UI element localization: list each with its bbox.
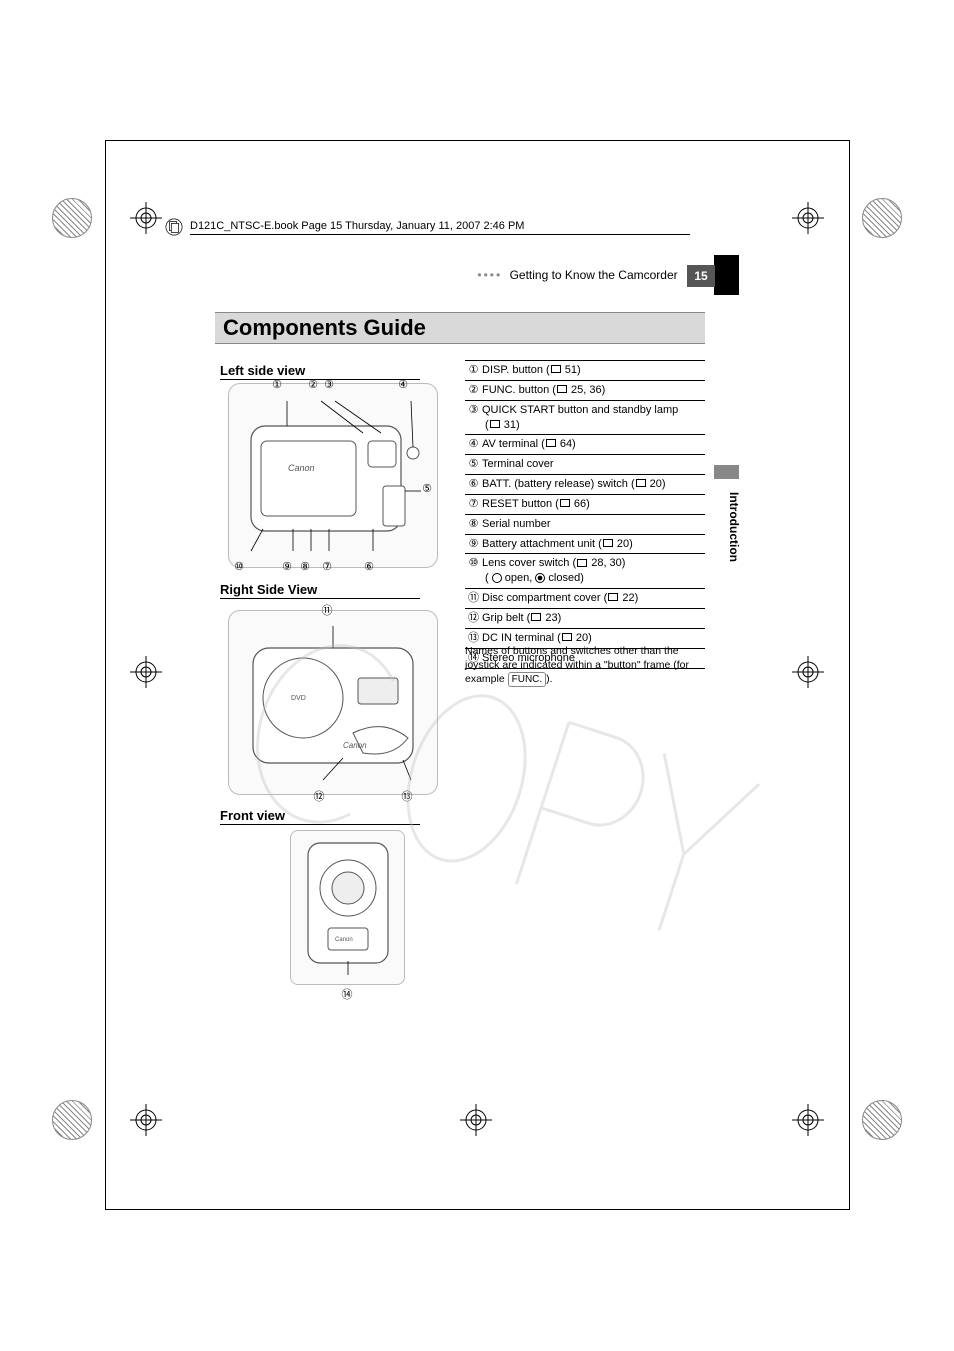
callout-3: ③ bbox=[322, 378, 336, 391]
breadcrumb-bar: •••• Getting to Know the Camcorder 15 bbox=[215, 265, 715, 287]
registration-mark-bot-left bbox=[130, 1104, 162, 1136]
registration-mark-bot-right bbox=[792, 1104, 824, 1136]
callout-10: ⑩ bbox=[232, 560, 246, 573]
registration-mark-mid-right bbox=[792, 656, 824, 688]
component-row-5: ⑤Terminal cover bbox=[465, 455, 705, 475]
svg-text:DVD: DVD bbox=[291, 695, 306, 702]
callout-4: ④ bbox=[396, 378, 410, 391]
page-ref-icon bbox=[531, 613, 541, 621]
component-row-2: ②FUNC. button ( 25, 36) bbox=[465, 381, 705, 401]
registration-hatch-top-left bbox=[52, 198, 92, 238]
svg-text:Canon: Canon bbox=[288, 463, 315, 473]
page-ref-icon bbox=[546, 439, 556, 447]
breadcrumb-text: Getting to Know the Camcorder bbox=[510, 268, 678, 282]
section-side-tab: Introduction bbox=[727, 492, 741, 562]
chapter-tab-grey bbox=[714, 465, 739, 479]
left-view-heading: Left side view bbox=[220, 363, 420, 380]
collate-icon bbox=[165, 218, 183, 236]
page-ref-icon bbox=[560, 499, 570, 507]
func-button-frame-example: FUNC. bbox=[508, 672, 547, 687]
callout-11: ⑪ bbox=[320, 602, 334, 618]
component-row-1: ①DISP. button ( 51) bbox=[465, 361, 705, 381]
component-row-3: ③QUICK START button and standby lamp( 31… bbox=[465, 401, 705, 436]
component-row-11: ⑪Disc compartment cover ( 22) bbox=[465, 589, 705, 609]
component-row-7: ⑦RESET button ( 66) bbox=[465, 495, 705, 515]
front-view-heading: Front view bbox=[220, 808, 420, 825]
component-row-12: ⑫Grip belt ( 23) bbox=[465, 609, 705, 629]
page-ref-icon bbox=[562, 633, 572, 641]
page-ref-icon bbox=[603, 539, 613, 547]
callout-5: ⑤ bbox=[420, 482, 434, 495]
page-ref-icon bbox=[557, 385, 567, 393]
registration-mark-mid-left bbox=[130, 656, 162, 688]
note-text: Names of buttons and switches other than… bbox=[465, 645, 705, 687]
callout-12: ⑫ bbox=[312, 788, 326, 804]
registration-hatch-top-right bbox=[862, 198, 902, 238]
component-row-6: ⑥BATT. (battery release) switch ( 20) bbox=[465, 475, 705, 495]
callout-13: ⑬ bbox=[400, 788, 414, 804]
registration-mark-mid-center bbox=[460, 1104, 492, 1136]
callout-8: ⑧ bbox=[298, 560, 312, 573]
breadcrumb-dots: •••• bbox=[477, 268, 502, 282]
chapter-tab-black bbox=[714, 255, 739, 295]
page-ref-icon bbox=[636, 479, 646, 487]
diagram-right-side: DVD Canon bbox=[228, 610, 438, 795]
component-row-9: ⑨Battery attachment unit ( 20) bbox=[465, 535, 705, 555]
right-view-heading: Right Side View bbox=[220, 582, 420, 599]
page-ref-icon bbox=[551, 365, 561, 373]
callout-1: ① bbox=[270, 378, 284, 391]
components-list: ①DISP. button ( 51) ②FUNC. button ( 25, … bbox=[465, 360, 705, 669]
registration-hatch-bot-left bbox=[52, 1100, 92, 1140]
component-row-10: ⑩Lens cover switch ( 28, 30)( open, clos… bbox=[465, 554, 705, 589]
registration-hatch-bot-right bbox=[862, 1100, 902, 1140]
page-ref-icon bbox=[490, 420, 500, 428]
diagram-front: Canon bbox=[290, 830, 405, 985]
callout-7: ⑦ bbox=[320, 560, 334, 573]
diagram-left-side: Canon bbox=[228, 383, 438, 568]
page-ref-icon bbox=[608, 593, 618, 601]
lens-closed-icon bbox=[535, 573, 545, 583]
page-number: 15 bbox=[687, 265, 715, 287]
svg-text:Canon: Canon bbox=[343, 741, 367, 750]
callout-14: ⑭ bbox=[340, 986, 354, 1002]
page-title: Components Guide bbox=[215, 312, 705, 344]
callout-2: ② bbox=[306, 378, 320, 391]
callout-9: ⑨ bbox=[280, 560, 294, 573]
registration-mark-top-right bbox=[792, 202, 824, 234]
page-ref-icon bbox=[577, 559, 587, 567]
lens-open-icon bbox=[492, 573, 502, 583]
registration-mark-top-left bbox=[130, 202, 162, 234]
component-row-8: ⑧Serial number bbox=[465, 515, 705, 535]
book-header: D121C_NTSC-E.book Page 15 Thursday, Janu… bbox=[190, 220, 690, 235]
callout-6: ⑥ bbox=[362, 560, 376, 573]
component-row-4: ④AV terminal ( 64) bbox=[465, 435, 705, 455]
svg-text:Canon: Canon bbox=[335, 937, 353, 943]
